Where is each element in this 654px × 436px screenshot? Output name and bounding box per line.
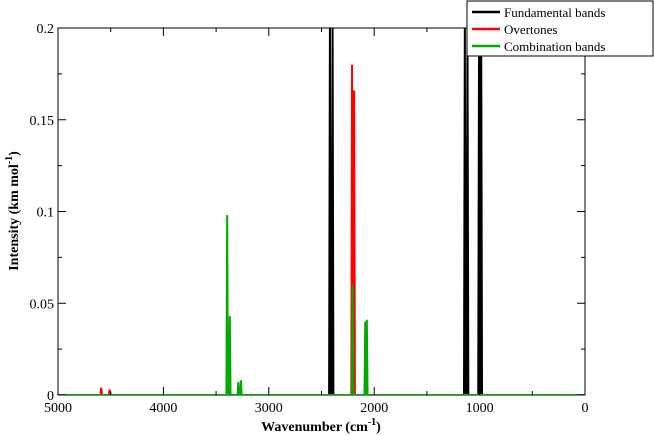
x-axis-title: Wavenumber (cm-1) (261, 417, 381, 435)
series-layer (58, 28, 585, 395)
x-tick-label: 0 (582, 401, 589, 416)
legend-label-2: Overtones (504, 22, 557, 37)
ticks-layer: 5000 4000 3000 2000 1000 0 0 0.05 0.1 0.15 0.2 (30, 22, 589, 416)
legend-label-3: Combination bands (504, 39, 605, 54)
y-tick-label: 0.2 (37, 22, 55, 37)
y-tick-label: 0 (47, 389, 54, 404)
plot-frame (57, 27, 586, 396)
y-tick-label: 0.15 (30, 114, 55, 129)
legend-label-1: Fundamental bands (504, 5, 605, 20)
x-tick-label: 1000 (466, 401, 494, 416)
series-line-3 (58, 215, 585, 395)
series-line-2 (58, 64, 585, 395)
y-tick-label: 0.05 (30, 297, 55, 312)
y-tick-label: 0.1 (37, 206, 55, 221)
x-tick-label: 4000 (149, 401, 177, 416)
x-tick-label: 5000 (44, 401, 72, 416)
x-tick-label: 3000 (255, 401, 283, 416)
x-tick-label: 2000 (360, 401, 388, 416)
legend: Fundamental bands Overtones Combination ba… (466, 0, 654, 57)
y-axis-title: Intensity (km mol-1) (4, 151, 22, 271)
